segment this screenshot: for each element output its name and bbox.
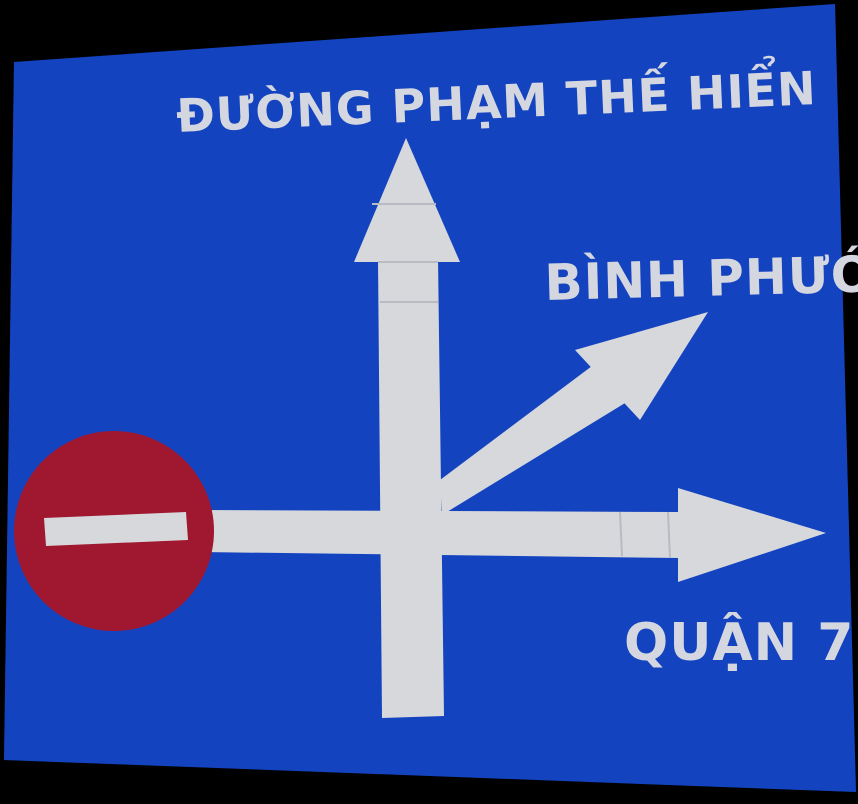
seam-line <box>619 511 623 557</box>
seam-line <box>667 511 671 559</box>
destination-right-label: QUẬN 7 <box>624 612 854 673</box>
arrow-right-icon <box>678 488 826 582</box>
arrow-up-icon <box>354 138 460 262</box>
arrow-up-right-icon <box>575 312 708 420</box>
no-entry-icon <box>14 431 214 631</box>
arrow-up-shaft <box>378 258 444 718</box>
destination-diagonal-label: BÌNH PHƯỚC <box>544 243 858 312</box>
arrow-diagonal-shaft <box>440 360 630 515</box>
